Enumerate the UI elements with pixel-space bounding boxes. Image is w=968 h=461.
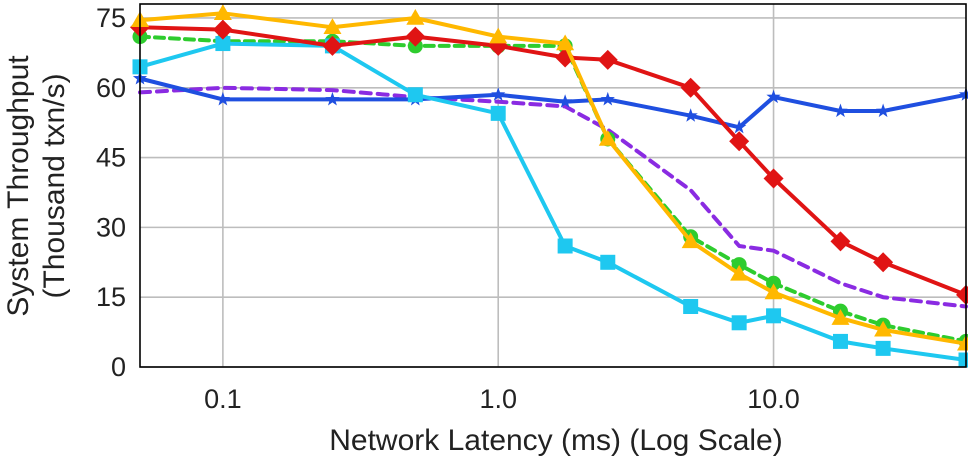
series-orange-point (874, 320, 893, 337)
series-cyan-point (600, 254, 616, 270)
series-group (130, 4, 968, 368)
x-tick-labels: 0.1 1.0 10.0 (204, 384, 800, 414)
series-cyan-point (832, 333, 848, 349)
series-blue-line (138, 76, 968, 130)
series-red-point (597, 49, 618, 70)
series-cyan-point (490, 105, 506, 121)
series-blue-point (215, 91, 230, 106)
x-tick-label: 10.0 (747, 384, 800, 414)
series-blue-point (732, 119, 747, 134)
y-axis-label-line2: (Thousand txn/s) (38, 73, 71, 298)
series-red-point (873, 252, 894, 273)
y-tick-label: 45 (96, 143, 126, 173)
series-cyan-point (557, 238, 573, 254)
series-cyan-point (875, 340, 891, 356)
series-red-point (763, 168, 784, 189)
series-orange-point (406, 8, 425, 25)
y-axis-label-line1: System Throughput (2, 55, 35, 317)
series-blue-point (558, 94, 573, 108)
series-cyan-point (766, 308, 782, 324)
y-tick-labels: 0 15 30 45 60 75 (96, 3, 126, 382)
series-red (130, 17, 968, 305)
x-tick-label: 0.1 (204, 384, 242, 414)
series-green-point (731, 257, 747, 273)
series-red-point (729, 131, 750, 152)
series-orange-point (556, 34, 575, 51)
series-blue-point (833, 103, 848, 118)
series-orange-point (213, 4, 232, 21)
y-tick-label: 15 (96, 282, 126, 312)
series-red-line (138, 25, 968, 297)
series-blue-point (876, 103, 891, 118)
series-green-point (766, 275, 782, 291)
series-green (132, 29, 968, 349)
series-blue-point (766, 89, 781, 104)
series-orange-point (598, 129, 617, 146)
series-cyan-point (683, 299, 699, 314)
series-cyan-point (731, 315, 747, 331)
series-red-point (830, 231, 851, 252)
plot-frame (139, 3, 967, 368)
series-blue (132, 71, 968, 134)
series-orange-point (323, 18, 342, 35)
series-blue-point (683, 108, 698, 122)
y-tick-label: 0 (111, 352, 126, 382)
series-orange-point (681, 232, 700, 249)
series-red-point (956, 284, 968, 305)
series-cyan-point (958, 352, 968, 368)
x-tick-label: 1.0 (479, 384, 517, 414)
series-red-point (322, 35, 343, 56)
series-orange-point (489, 27, 508, 44)
series-red-point (405, 26, 426, 47)
series-cyan-point (407, 87, 423, 103)
series-blue-point (491, 87, 506, 101)
series-orange-point (831, 309, 850, 325)
y-tick-label: 30 (96, 212, 126, 242)
series-orange-line (138, 11, 968, 346)
series-cyan-point (215, 36, 231, 52)
series-orange-point (730, 264, 749, 281)
series-blue-point (600, 91, 615, 106)
series-orange-point (764, 283, 783, 300)
y-tick-label: 60 (96, 73, 126, 103)
series-blue-point (325, 91, 340, 106)
series-red-point (212, 19, 233, 40)
series-purple (138, 85, 968, 309)
series-red-point (680, 77, 701, 98)
series-purple-line (138, 85, 968, 309)
x-axis-label: Network Latency (ms) (Log Scale) (329, 424, 783, 457)
y-tick-label: 75 (96, 3, 126, 33)
series-green-line (138, 34, 968, 344)
